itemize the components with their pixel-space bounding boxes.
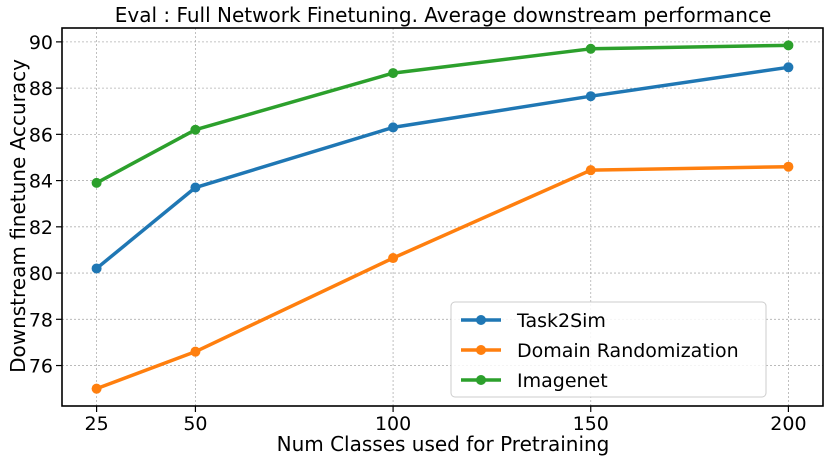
data-point-task2sim bbox=[388, 122, 399, 133]
y-axis-ticks: 76 78 80 82 84 86 88 90 bbox=[29, 32, 62, 378]
data-point-task2sim bbox=[190, 182, 201, 193]
y-tick-label: 84 bbox=[29, 171, 53, 193]
x-tick-label: 150 bbox=[573, 413, 609, 435]
x-axis-label: Num Classes used for Pretraining bbox=[277, 432, 610, 456]
y-tick-label: 86 bbox=[29, 124, 53, 146]
x-tick-label: 50 bbox=[183, 413, 207, 435]
legend-box bbox=[450, 301, 767, 398]
data-point-task2sim bbox=[585, 91, 596, 102]
legend: Task2Sim Domain Randomization Imagenet bbox=[450, 301, 767, 398]
series-line-imagenet bbox=[94, 43, 791, 185]
data-point-domain-randomization bbox=[585, 165, 596, 176]
y-tick-label: 90 bbox=[29, 32, 53, 54]
y-tick-label: 78 bbox=[29, 309, 53, 331]
legend-label-task2sim: Task2Sim bbox=[516, 310, 606, 332]
legend-marker-domain-randomization bbox=[476, 345, 486, 355]
legend-label-imagenet: Imagenet bbox=[517, 370, 608, 392]
y-tick-label: 82 bbox=[29, 217, 53, 239]
y-tick-label: 76 bbox=[29, 356, 53, 378]
data-point-domain-randomization bbox=[91, 383, 102, 394]
series-group bbox=[91, 40, 794, 394]
data-point-imagenet bbox=[585, 43, 596, 54]
legend-marker-task2sim bbox=[476, 315, 486, 325]
plot-frame bbox=[61, 27, 824, 407]
data-point-domain-randomization bbox=[388, 253, 399, 264]
data-point-imagenet bbox=[388, 68, 399, 79]
y-tick-label: 80 bbox=[29, 263, 53, 285]
grid bbox=[62, 28, 823, 406]
data-point-task2sim bbox=[783, 62, 794, 73]
data-point-imagenet bbox=[91, 177, 102, 188]
data-point-imagenet bbox=[190, 124, 201, 135]
legend-marker-imagenet bbox=[476, 375, 486, 385]
x-tick-label: 200 bbox=[770, 413, 806, 435]
x-axis-ticks: 25 50 100 150 200 bbox=[84, 406, 807, 435]
x-tick-label: 25 bbox=[84, 413, 108, 435]
x-tick-label: 100 bbox=[375, 413, 411, 435]
y-tick-label: 88 bbox=[29, 78, 53, 100]
chart-title: Eval : Full Network Finetuning. Average … bbox=[115, 3, 772, 27]
legend-label-domain-randomization: Domain Randomization bbox=[517, 340, 739, 362]
data-point-domain-randomization bbox=[783, 161, 794, 172]
data-point-task2sim bbox=[91, 263, 102, 274]
data-point-domain-randomization bbox=[190, 346, 201, 357]
data-point-imagenet bbox=[783, 40, 794, 51]
y-axis-label: Downstream finetune Accuracy bbox=[6, 59, 30, 373]
